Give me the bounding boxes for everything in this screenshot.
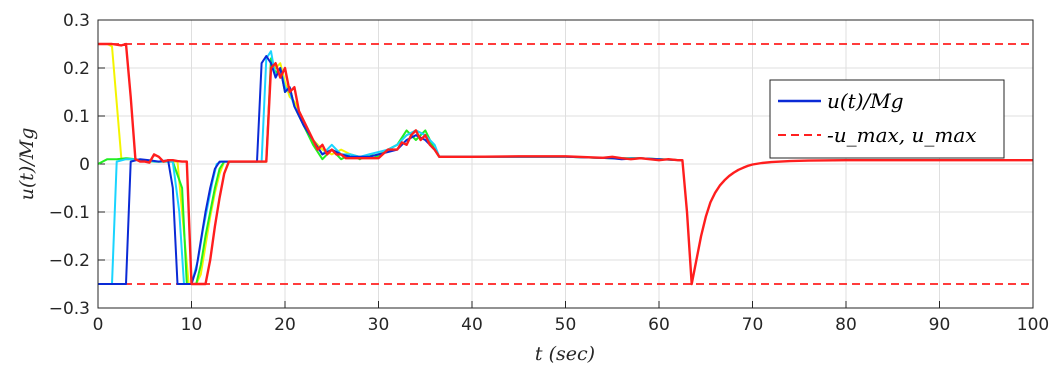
y-tick-label: 0.1	[63, 107, 90, 127]
x-tick-label: 20	[274, 315, 296, 335]
y-axis-label: u(t)/Mg	[16, 128, 38, 201]
x-tick-label: 0	[93, 315, 104, 335]
series-line-4	[98, 42, 1033, 286]
x-axis-label: t (sec)	[535, 343, 595, 365]
x-tick-label: 90	[929, 315, 951, 335]
y-tick-label: 0.3	[63, 11, 90, 31]
y-tick-labels: 0.3 0.2 0.1 0 −0.1 −0.2 −0.3	[49, 11, 90, 319]
legend-label-signal: u(t)/Mg	[827, 89, 904, 113]
x-tick-label: 80	[835, 315, 857, 335]
x-tick-label: 60	[648, 315, 670, 335]
y-tick-label: 0.2	[63, 59, 90, 79]
x-tick-labels: 0 10 20 30 40 50 60 70 80 90 100	[93, 315, 1050, 335]
legend-label-limits: -u_max, u_max	[827, 123, 977, 147]
x-tick-label: 40	[461, 315, 483, 335]
x-tick-label: 70	[742, 315, 764, 335]
x-tick-label: 30	[368, 315, 390, 335]
legend: u(t)/Mg -u_max, u_max	[769, 79, 1005, 159]
x-tick-label: 50	[555, 315, 577, 335]
x-tick-label: 10	[181, 315, 203, 335]
y-tick-label: −0.3	[49, 299, 90, 319]
x-tick-label: 100	[1017, 315, 1049, 335]
y-tick-label: −0.2	[49, 251, 90, 271]
y-tick-label: −0.1	[49, 203, 90, 223]
legend-box	[769, 79, 1005, 159]
y-tick-label: 0	[79, 155, 90, 175]
series-lines	[97, 42, 1033, 286]
plot-frame	[97, 19, 1034, 309]
